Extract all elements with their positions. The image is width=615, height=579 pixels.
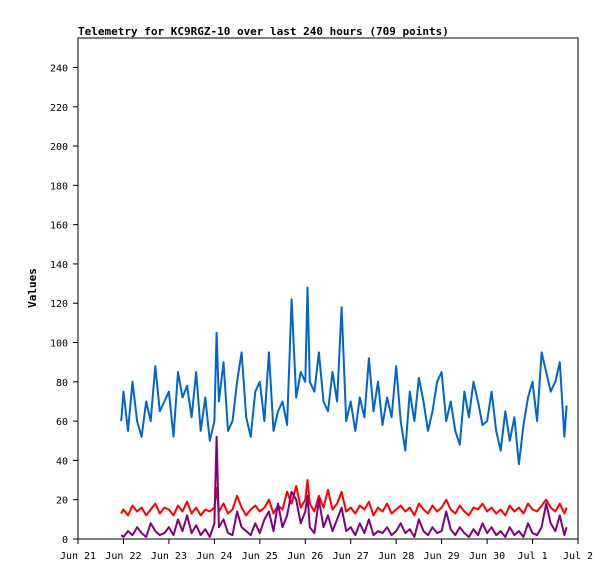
series-line-1 [120,286,568,466]
x-tick-label: Jun 30 [469,551,505,562]
x-tick-label: Jun 29 [424,551,460,562]
y-axis-label: Values [26,268,39,308]
y-tick-label: 20 [56,496,68,507]
x-tick-label: Jun 27 [333,551,369,562]
x-tick-label: Jul 2 [563,551,593,562]
y-tick-label: 100 [50,339,68,350]
y-tick-label: 60 [56,417,68,428]
y-tick-label: 0 [62,535,68,546]
x-tick-label: Jul 1 [517,551,547,562]
y-tick-label: 80 [56,378,68,389]
y-tick-label: 240 [50,63,68,74]
y-tick-label: 160 [50,221,68,232]
x-axis-ticks: Jun 21 Jun 22 Jun 23 Jun 24 Jun 25 Jun 26 Jun … [60,539,593,562]
y-tick-label: 40 [56,456,68,467]
y-tick-label: 180 [50,181,68,192]
x-tick-label: Jun 24 [196,551,232,562]
x-tick-label: Jun 23 [151,551,187,562]
y-tick-label: 200 [50,142,68,153]
series-line-3 [120,435,568,538]
y-axis-ticks: 0 20 40 60 80 100 120 140 160 180 200 220 240 [50,63,78,546]
x-tick-label: Jun 25 [242,551,278,562]
plot-frame [77,37,579,540]
x-tick-label: Jun 28 [378,551,414,562]
series-layer [120,286,568,538]
y-tick-label: 220 [50,103,68,114]
y-tick-label: 120 [50,299,68,310]
x-tick-label: Jun 22 [105,551,141,562]
y-tick-label: 140 [50,260,68,271]
x-tick-label: Jun 26 [287,551,323,562]
series-line-2 [120,479,568,517]
chart-title: Telemetry for KC9RGZ-10 over last 240 ho… [78,25,449,38]
x-tick-label: Jun 21 [60,551,96,562]
